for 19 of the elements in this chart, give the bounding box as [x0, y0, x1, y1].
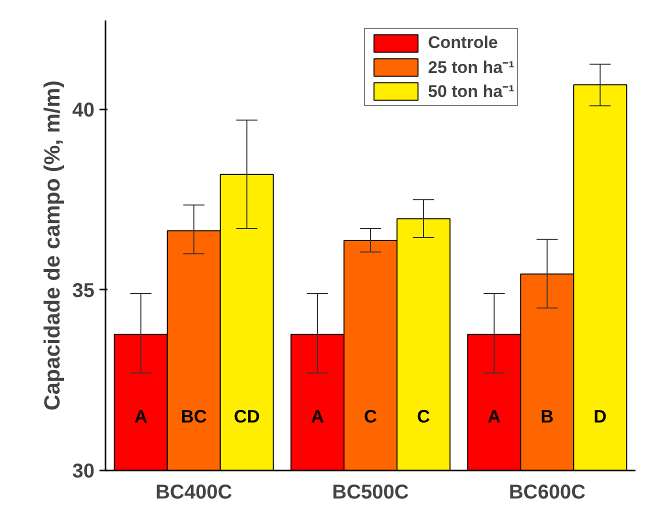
annotation: BC [180, 406, 207, 426]
x-tick-label: BC400C [155, 482, 232, 504]
annotation: C [364, 406, 377, 426]
annotation: A [311, 406, 324, 426]
legend-label: 25 ton ha⁻¹ [428, 57, 514, 78]
annotation: CD [234, 406, 260, 426]
x-tick-label: BC500C [332, 482, 409, 504]
legend-label: Controle [428, 33, 498, 53]
annotation: A [134, 406, 148, 426]
y-tick-label: 30 [72, 460, 95, 482]
annotation: C [417, 406, 430, 426]
y-tick-label: 35 [72, 280, 95, 302]
annotation: D [594, 406, 607, 426]
y-tick-label: 40 [72, 99, 95, 122]
x-tick-label: BC600C [508, 482, 586, 504]
annotation: A [488, 406, 501, 426]
annotation: B [540, 406, 554, 426]
y-axis-title: Capacidade de campo (%, m/m) [39, 80, 64, 411]
legend-label: 50 ton ha⁻¹ [428, 81, 514, 102]
